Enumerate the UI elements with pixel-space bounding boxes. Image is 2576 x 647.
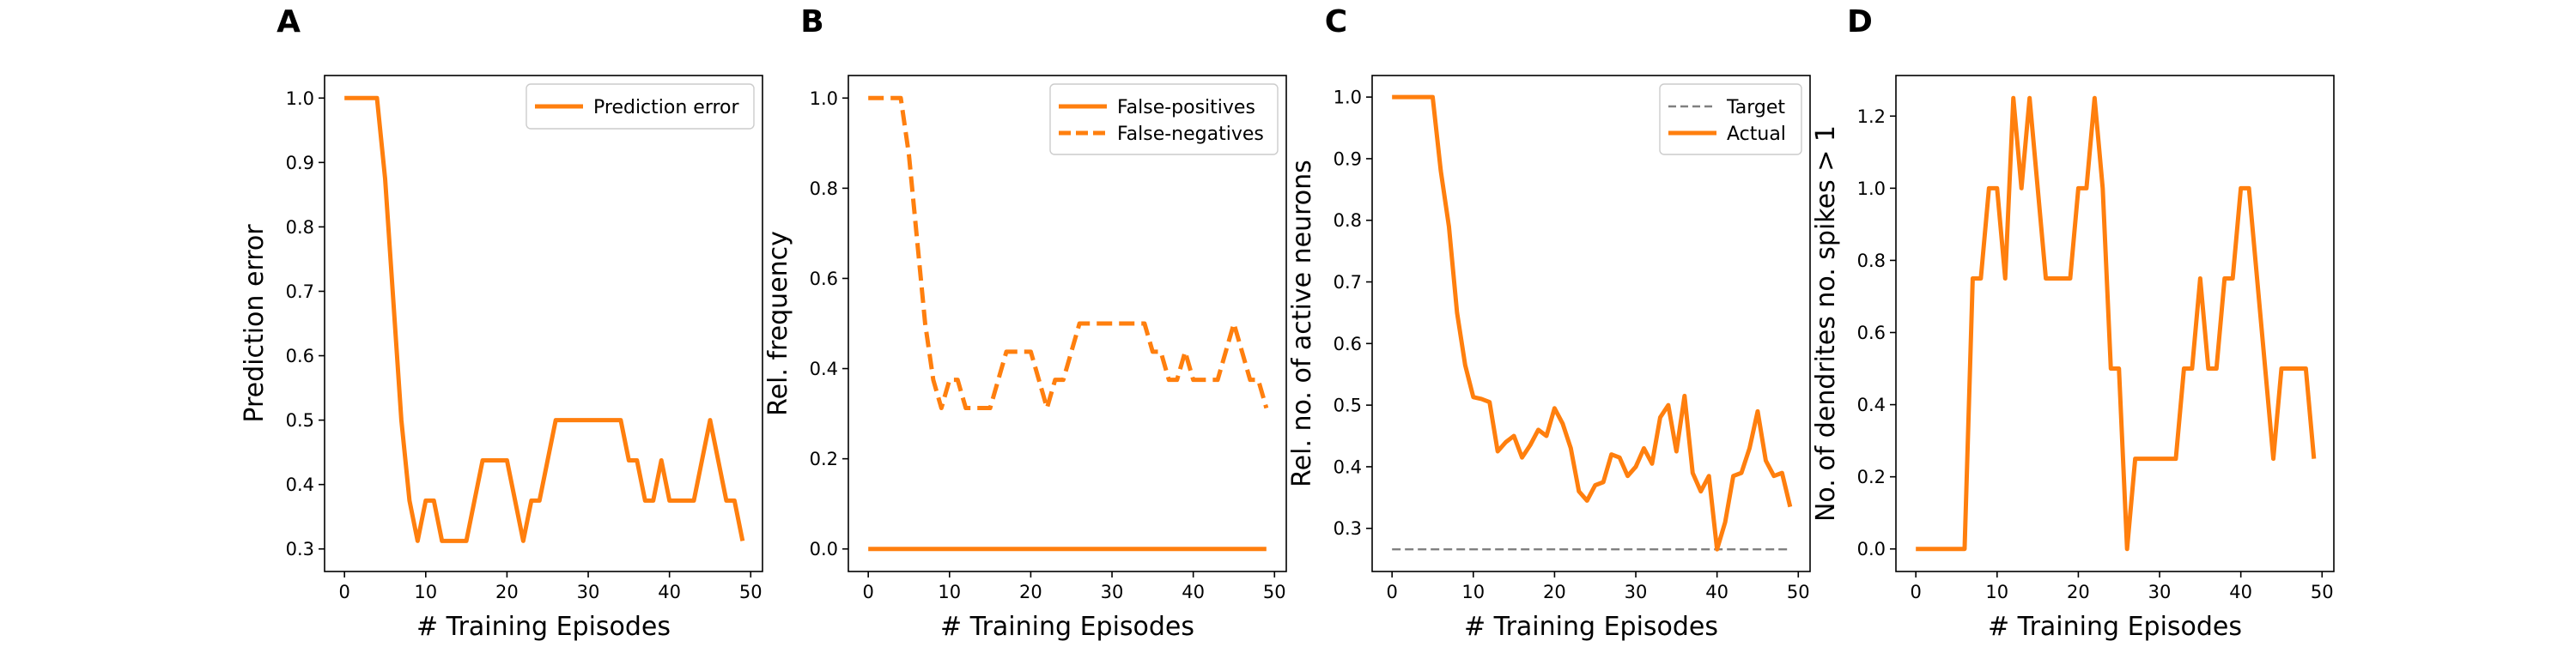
x-tick-label: 50 (739, 582, 762, 602)
y-tick-label: 1.0 (286, 88, 314, 109)
x-tick-label: 10 (414, 582, 437, 602)
y-tick-label: 0.3 (286, 539, 314, 559)
legend: Prediction error (526, 83, 755, 130)
x-tick-label: 10 (938, 582, 961, 602)
x-axis-label: # Training Episodes (416, 612, 671, 642)
panel-a: A 0 10 20 30 40 50 0.3 0.4 0.5 0.6 0.7 0.8 0.9 1.0 # Tr… (240, 4, 763, 642)
y-tick-label: 0.2 (1857, 467, 1886, 487)
x-axis-label: # Training Episodes (1988, 612, 2242, 642)
legend-box (1049, 83, 1279, 155)
y-tick-label: 0.4 (1857, 395, 1886, 415)
y-tick-label: 0.4 (810, 359, 838, 379)
x-tick-label: 0 (1386, 582, 1397, 602)
panel-letter: D (1847, 4, 1873, 39)
panel-letter: B (800, 4, 823, 39)
legend-label: Prediction error (593, 97, 739, 118)
x-tick-label: 40 (2229, 582, 2252, 602)
x-tick-label: 30 (1625, 582, 1648, 602)
y-tick-label: 0.5 (286, 410, 314, 431)
y-axis-label: Rel. no. of active neurons (1287, 160, 1317, 487)
y-tick-label: 0.8 (1857, 251, 1886, 271)
series-line-prediction-error (344, 95, 745, 543)
legend-box (1659, 83, 1802, 155)
y-tick-label: 0.4 (286, 475, 314, 495)
y-tick-label: 0.2 (810, 449, 838, 469)
x-axis-label: # Training Episodes (1464, 612, 1718, 642)
y-tick-label: 1.0 (1857, 178, 1886, 199)
series-line-actual (1392, 94, 1793, 552)
y-tick-label: 0.7 (286, 281, 314, 302)
x-tick-label: 50 (1263, 582, 1286, 602)
legend-label: Actual (1727, 124, 1786, 145)
series-line-data (1916, 95, 2317, 552)
y-tick-label: 0.8 (810, 178, 838, 199)
x-tick-label: 40 (1182, 582, 1205, 602)
legend-label: Target (1726, 97, 1785, 118)
panel-d: D 0 10 20 30 40 50 0.0 0.2 0.4 0.6 0.8 1.0 1.2 # Train… (1811, 4, 2335, 642)
x-tick-label: 10 (1985, 582, 2008, 602)
y-tick-label: 0.9 (1334, 148, 1362, 169)
x-tick-label: 20 (1543, 582, 1566, 602)
y-tick-label: 0.3 (1334, 518, 1362, 539)
y-tick-label: 0.8 (1334, 210, 1362, 231)
y-tick-label: 0.6 (1857, 323, 1886, 343)
x-tick-label: 40 (658, 582, 681, 602)
x-tick-label: 20 (2067, 582, 2090, 602)
panel-letter: C (1325, 4, 1347, 39)
y-tick-label: 1.2 (1857, 106, 1886, 127)
legend-label: False-negatives (1117, 124, 1264, 145)
legend-label: False-positives (1117, 97, 1255, 118)
y-axis-label: Prediction error (240, 224, 270, 423)
axes-frame (1371, 75, 1811, 572)
x-tick-label: 10 (1461, 582, 1485, 602)
axes-frame (848, 75, 1287, 572)
x-axis-label: # Training Episodes (940, 612, 1194, 642)
x-tick-label: 50 (1787, 582, 1810, 602)
x-tick-label: 50 (2311, 582, 2334, 602)
series-line-false-negatives (868, 95, 1269, 411)
axes-frame (1895, 75, 2335, 572)
y-axis-label: No. of dendrites no. spikes > 1 (1811, 125, 1841, 522)
axes-frame (324, 75, 763, 572)
y-tick-label: 0.0 (1857, 539, 1886, 559)
x-tick-label: 0 (862, 582, 873, 602)
legend-box (526, 83, 755, 130)
panel-letter: A (276, 4, 301, 39)
y-tick-label: 0.9 (286, 153, 314, 173)
legend: False-positives False-negatives (1049, 83, 1279, 155)
panel-c: C 0 10 20 30 40 50 0.3 0.4 0.5 0.6 0.7 0.8 0.9 1.0 # Tr… (1287, 4, 1811, 642)
x-tick-label: 30 (577, 582, 600, 602)
y-tick-label: 0.7 (1334, 272, 1362, 293)
x-tick-label: 30 (2148, 582, 2172, 602)
legend: Target Actual (1659, 83, 1802, 155)
y-axis-label: Rel. frequency (763, 231, 793, 416)
panel-b: B 0 10 20 30 40 50 0.0 0.2 0.4 0.6 0.8 1.0 # Training… (763, 4, 1287, 642)
y-tick-label: 1.0 (810, 88, 838, 109)
y-tick-label: 0.6 (286, 346, 314, 366)
x-tick-label: 40 (1705, 582, 1728, 602)
y-tick-label: 0.8 (286, 217, 314, 238)
x-tick-label: 20 (495, 582, 519, 602)
y-tick-label: 0.4 (1334, 457, 1362, 477)
y-tick-label: 0.6 (1334, 334, 1362, 354)
y-tick-label: 0.6 (810, 269, 838, 289)
x-tick-label: 20 (1019, 582, 1042, 602)
x-tick-label: 0 (1910, 582, 1921, 602)
y-tick-label: 0.5 (1334, 396, 1362, 416)
x-tick-label: 30 (1101, 582, 1124, 602)
y-tick-label: 0.0 (810, 539, 838, 559)
y-tick-label: 1.0 (1334, 88, 1362, 108)
x-tick-label: 0 (338, 582, 349, 602)
